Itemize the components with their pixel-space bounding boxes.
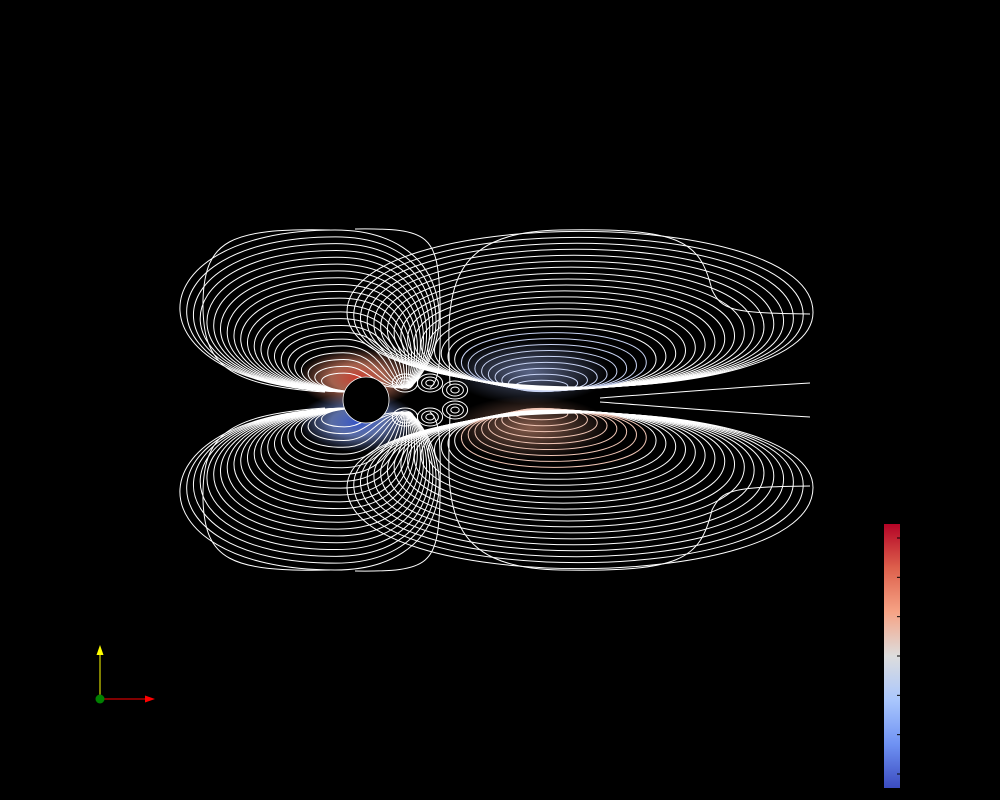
outer-contours: [202, 228, 811, 572]
contour-eddy: [416, 407, 444, 427]
contour-left-lower: [233, 407, 415, 516]
outer-contour-lower: [202, 407, 331, 571]
contour-left-upper: [253, 304, 408, 393]
contour-eddy: [450, 406, 460, 414]
contour-eddy: [446, 403, 464, 417]
contour-left-lower: [307, 407, 402, 441]
contour-left-lower: [294, 407, 403, 455]
contour-left-upper: [233, 284, 415, 393]
contour-eddy: [450, 386, 460, 394]
outer-contour-top-mid: [354, 228, 441, 389]
colorbar-legend: [884, 524, 900, 788]
contour-eddy: [400, 413, 410, 421]
contour-left-lower: [267, 407, 405, 482]
outer-contour-upper: [202, 229, 331, 393]
contour-right-lower: [346, 412, 814, 569]
contour-lines: [179, 229, 814, 571]
contour-left-lower: [301, 407, 403, 448]
contour-left-upper: [301, 352, 403, 393]
orientation-axes: [95, 645, 155, 704]
outer-contour-upper-right: [448, 229, 811, 386]
contour-left-upper: [179, 229, 440, 393]
contour-eddy: [446, 383, 464, 397]
contour-left-upper: [280, 331, 404, 393]
contour-left-upper: [206, 256, 427, 393]
outer-contour-lower-right: [448, 414, 811, 571]
y-axis-arrowhead: [96, 645, 104, 655]
contour-eddy: [441, 400, 469, 420]
field-wake-upper: [450, 340, 610, 404]
contour-left-lower: [247, 407, 410, 503]
outer-contour-bottom-mid: [354, 411, 441, 572]
contour-eddy: [396, 376, 414, 390]
contour-eddy: [416, 373, 444, 393]
contour-left-lower: [206, 407, 427, 544]
contour-left-upper: [307, 359, 402, 393]
contour-left-upper: [294, 345, 403, 393]
contour-left-upper: [220, 270, 421, 393]
contour-left-lower: [253, 407, 408, 496]
contour-left-upper: [287, 338, 404, 393]
contour-eddy: [421, 376, 439, 390]
contour-eddy: [441, 380, 469, 400]
contour-left-lower: [220, 407, 421, 530]
contour-left-lower: [186, 407, 437, 564]
contour-left-lower: [280, 407, 404, 469]
contour-left-lower: [179, 407, 440, 571]
contour-eddy: [400, 379, 410, 387]
wake-line-lower: [599, 401, 811, 418]
contour-eddy: [421, 410, 439, 424]
colorbar-gradient: [884, 524, 900, 788]
cylinder-obstacle: [342, 376, 390, 424]
contour-eddy: [396, 410, 414, 424]
contour-left-lower: [287, 407, 404, 462]
contour-left-upper: [213, 263, 424, 393]
colorbar-ticks: [897, 537, 900, 775]
contour-left-upper: [247, 297, 410, 393]
contour-left-lower: [226, 407, 418, 523]
contour-left-upper: [267, 318, 405, 393]
contour-left-upper: [186, 236, 437, 393]
contour-left-upper: [260, 311, 406, 393]
contour-left-upper: [240, 290, 413, 393]
x-axis-arrowhead: [145, 695, 155, 703]
contour-left-upper: [193, 243, 434, 393]
field-coloring: [298, 340, 610, 460]
contour-left-lower: [260, 407, 406, 489]
contour-left-lower: [199, 407, 431, 551]
contour-left-upper: [199, 249, 431, 393]
contour-left-upper: [226, 277, 418, 393]
contour-right-upper: [346, 231, 814, 388]
contour-left-lower: [240, 407, 413, 510]
wake-line-upper: [599, 382, 811, 399]
field-wake-lower: [450, 396, 610, 460]
axes-origin: [95, 694, 105, 704]
contour-left-lower: [213, 407, 424, 537]
contour-left-lower: [193, 407, 434, 557]
